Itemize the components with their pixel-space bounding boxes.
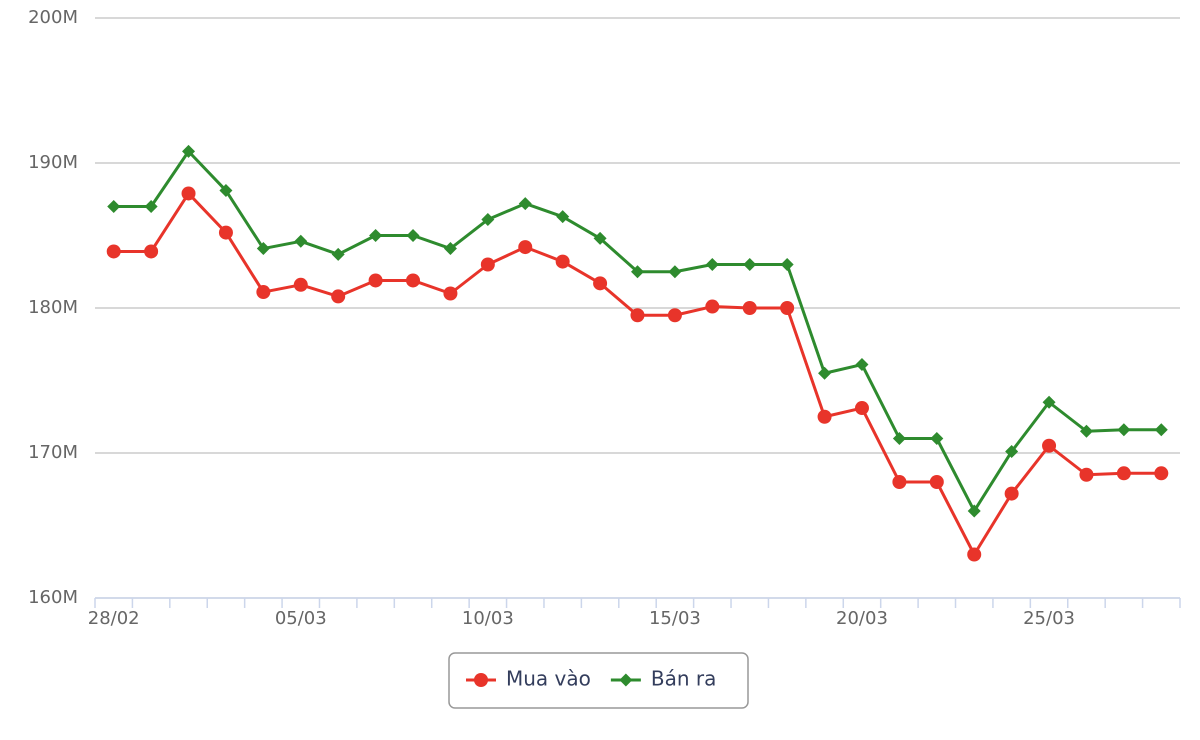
marker <box>368 273 383 288</box>
marker <box>631 265 644 279</box>
marker <box>406 273 421 288</box>
marker <box>144 244 159 259</box>
marker <box>181 186 196 201</box>
x-tick-label: 05/03 <box>275 608 327 629</box>
marker <box>293 277 308 292</box>
marker <box>818 366 832 380</box>
marker <box>630 308 645 323</box>
marker <box>892 432 906 445</box>
y-tick-label: 170M <box>28 442 78 463</box>
marker <box>474 673 488 687</box>
marker <box>743 258 757 271</box>
series-line <box>113 149 1162 513</box>
marker <box>1079 467 1094 482</box>
marker <box>1004 486 1019 501</box>
marker <box>705 299 720 314</box>
marker <box>1154 466 1169 481</box>
marker <box>1154 423 1168 437</box>
marker <box>1005 445 1019 459</box>
marker <box>144 200 158 213</box>
y-tick-label: 190M <box>28 152 78 173</box>
legend-label: Bán ra <box>651 667 717 691</box>
marker <box>1116 466 1131 481</box>
marker <box>967 547 982 562</box>
marker <box>256 242 270 256</box>
marker <box>619 673 633 687</box>
marker <box>1042 438 1057 453</box>
marker <box>892 475 907 489</box>
marker <box>668 265 682 279</box>
marker <box>369 229 383 242</box>
marker <box>406 229 420 242</box>
marker <box>1117 423 1131 437</box>
marker <box>480 257 495 272</box>
marker <box>854 401 869 416</box>
marker <box>817 409 832 424</box>
y-tick-label: 180M <box>28 297 78 318</box>
marker <box>593 231 607 245</box>
marker <box>182 144 196 158</box>
marker <box>705 258 719 271</box>
marker <box>780 258 794 271</box>
x-tick-label: 15/03 <box>649 608 701 629</box>
y-tick-label: 160M <box>28 587 78 608</box>
x-tick-label: 28/02 <box>88 608 140 629</box>
marker <box>106 244 121 259</box>
marker <box>219 184 233 198</box>
marker <box>443 242 457 256</box>
marker <box>518 240 533 255</box>
marker <box>742 301 757 315</box>
marker <box>218 225 233 240</box>
marker <box>930 432 944 445</box>
x-tick-label: 10/03 <box>462 608 514 629</box>
marker <box>556 210 570 224</box>
marker <box>1042 395 1056 409</box>
marker <box>667 308 682 323</box>
marker <box>443 286 458 301</box>
legend-label: Mua vào <box>506 667 591 691</box>
legend: Mua vào Bán ra <box>448 652 749 709</box>
marker <box>855 358 869 372</box>
y-tick-label: 200M <box>28 7 78 28</box>
marker <box>518 197 532 211</box>
x-tick-label: 20/03 <box>836 608 888 629</box>
marker <box>929 475 944 489</box>
marker <box>481 213 495 227</box>
legend-box <box>448 652 749 709</box>
marker <box>1079 424 1093 438</box>
marker <box>593 276 608 291</box>
marker <box>294 234 308 248</box>
marker <box>967 504 981 518</box>
marker <box>555 254 570 269</box>
marker <box>107 200 121 213</box>
marker <box>331 289 346 304</box>
marker <box>256 285 271 300</box>
x-tick-label: 25/03 <box>1023 608 1075 629</box>
marker <box>331 247 345 261</box>
marker <box>780 301 795 315</box>
